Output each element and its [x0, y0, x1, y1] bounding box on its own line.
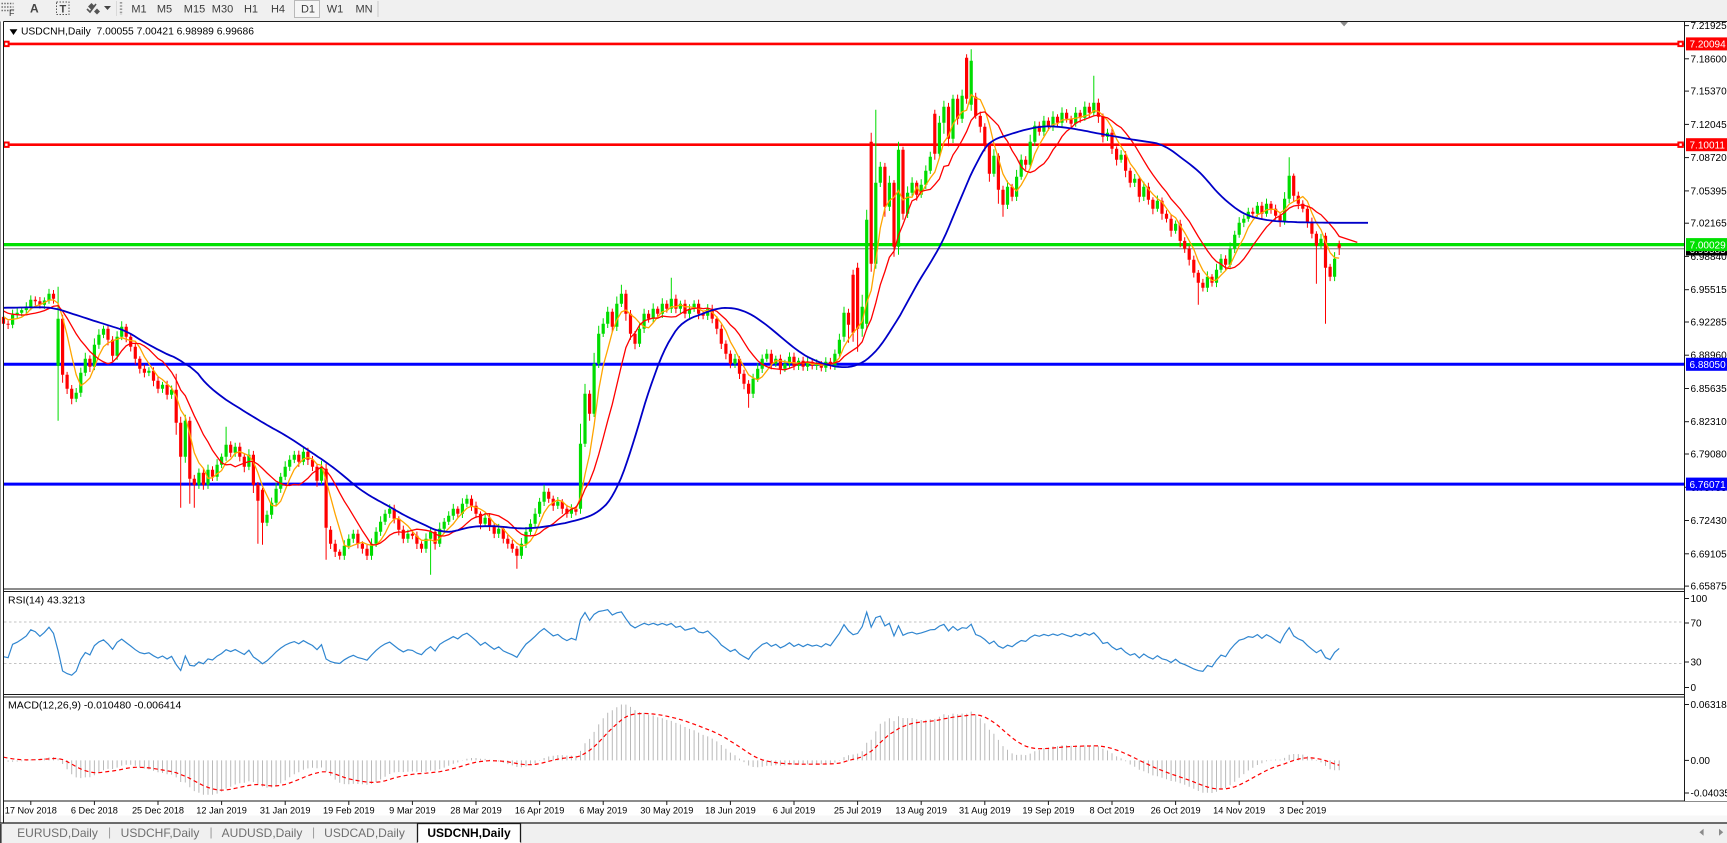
- svg-text:26 Oct 2019: 26 Oct 2019: [1151, 806, 1201, 816]
- svg-text:USDCHF,Daily: USDCHF,Daily: [121, 826, 200, 840]
- svg-text:USDCNH,Daily 7.00055 7.00421: USDCNH,Daily 7.00055 7.00421 6.98989 6.9…: [21, 27, 254, 38]
- svg-text:6 Dec 2018: 6 Dec 2018: [71, 806, 118, 816]
- svg-text:W1: W1: [327, 4, 344, 16]
- svg-text:3 Dec 2019: 3 Dec 2019: [1279, 806, 1326, 816]
- svg-text:0.063184: 0.063184: [1691, 700, 1727, 711]
- svg-text:6.95515: 6.95515: [1691, 285, 1727, 296]
- svg-text:MN: MN: [355, 4, 372, 16]
- svg-text:6.65875: 6.65875: [1691, 582, 1727, 593]
- svg-text:A: A: [30, 2, 39, 16]
- svg-text:30: 30: [1691, 658, 1703, 669]
- svg-text:70: 70: [1691, 619, 1703, 630]
- svg-text:7.15370: 7.15370: [1691, 87, 1727, 98]
- svg-text:F: F: [9, 8, 15, 18]
- svg-text:6.85635: 6.85635: [1691, 384, 1727, 395]
- svg-text:|: |: [108, 825, 111, 839]
- svg-text:6 Jul 2019: 6 Jul 2019: [773, 806, 815, 816]
- svg-text:14 Nov 2019: 14 Nov 2019: [1213, 806, 1265, 816]
- svg-text:D1: D1: [301, 4, 315, 16]
- svg-text:T: T: [60, 4, 67, 16]
- svg-text:6.76071: 6.76071: [1690, 480, 1727, 491]
- svg-text:12 Jan 2019: 12 Jan 2019: [196, 806, 247, 816]
- svg-text:|: |: [312, 825, 315, 839]
- svg-text:100: 100: [1691, 594, 1708, 605]
- svg-text:EURUSD,Daily: EURUSD,Daily: [17, 826, 98, 840]
- svg-text:M15: M15: [184, 4, 205, 16]
- svg-text:30 May 2019: 30 May 2019: [640, 806, 693, 816]
- svg-text:0.00: 0.00: [1691, 756, 1711, 767]
- svg-text:16 Apr 2019: 16 Apr 2019: [515, 806, 565, 816]
- svg-text:6.72430: 6.72430: [1691, 516, 1727, 527]
- svg-text:6 May 2019: 6 May 2019: [579, 806, 627, 816]
- svg-text:H1: H1: [244, 4, 258, 16]
- svg-text:19 Feb 2019: 19 Feb 2019: [323, 806, 375, 816]
- svg-text:9 Mar 2019: 9 Mar 2019: [389, 806, 435, 816]
- svg-text:31 Aug 2019: 31 Aug 2019: [959, 806, 1011, 816]
- svg-text:31 Jan 2019: 31 Jan 2019: [260, 806, 311, 816]
- svg-text:|: |: [209, 825, 212, 839]
- svg-text:7.10011: 7.10011: [1690, 141, 1726, 152]
- svg-text:18 Jun 2019: 18 Jun 2019: [705, 806, 756, 816]
- svg-text:6.88960: 6.88960: [1691, 351, 1727, 362]
- svg-text:7.08720: 7.08720: [1691, 153, 1727, 164]
- svg-text:7.00029: 7.00029: [1690, 240, 1727, 251]
- svg-text:28 Mar 2019: 28 Mar 2019: [450, 806, 502, 816]
- svg-text:USDCNH,Daily: USDCNH,Daily: [427, 826, 511, 840]
- svg-text:6.88050: 6.88050: [1690, 360, 1727, 371]
- svg-text:MACD(12,26,9) -0.010480 -0.006: MACD(12,26,9) -0.010480 -0.006414: [8, 700, 182, 712]
- svg-text:25 Dec 2018: 25 Dec 2018: [132, 806, 184, 816]
- svg-text:8 Oct 2019: 8 Oct 2019: [1090, 806, 1135, 816]
- svg-text:25 Jul 2019: 25 Jul 2019: [834, 806, 882, 816]
- svg-text:6.92285: 6.92285: [1691, 318, 1727, 329]
- svg-text:6.98840: 6.98840: [1691, 252, 1727, 263]
- svg-text:7.18600: 7.18600: [1691, 54, 1727, 65]
- svg-text:M30: M30: [212, 4, 233, 16]
- svg-text:7.02165: 7.02165: [1691, 219, 1727, 230]
- svg-text:-0.040355: -0.040355: [1691, 789, 1727, 800]
- svg-text:17 Nov 2018: 17 Nov 2018: [5, 806, 57, 816]
- svg-text:RSI(14) 43.3213: RSI(14) 43.3213: [8, 595, 85, 607]
- svg-text:7.20094: 7.20094: [1690, 40, 1727, 51]
- svg-text:19 Sep 2019: 19 Sep 2019: [1022, 806, 1074, 816]
- svg-text:6.69105: 6.69105: [1691, 549, 1727, 560]
- svg-text:7.12045: 7.12045: [1691, 120, 1727, 131]
- svg-text:7.21925: 7.21925: [1691, 21, 1727, 32]
- svg-text:6.82310: 6.82310: [1691, 417, 1727, 428]
- svg-text:7.05395: 7.05395: [1691, 186, 1727, 197]
- svg-text:13 Aug 2019: 13 Aug 2019: [895, 806, 947, 816]
- svg-text:6.79080: 6.79080: [1691, 450, 1727, 461]
- svg-text:H4: H4: [271, 4, 285, 16]
- svg-text:USDCAD,Daily: USDCAD,Daily: [324, 826, 405, 840]
- svg-text:0: 0: [1691, 683, 1697, 694]
- svg-text:M5: M5: [157, 4, 172, 16]
- svg-text:M1: M1: [131, 4, 146, 16]
- svg-text:AUDUSD,Daily: AUDUSD,Daily: [222, 826, 303, 840]
